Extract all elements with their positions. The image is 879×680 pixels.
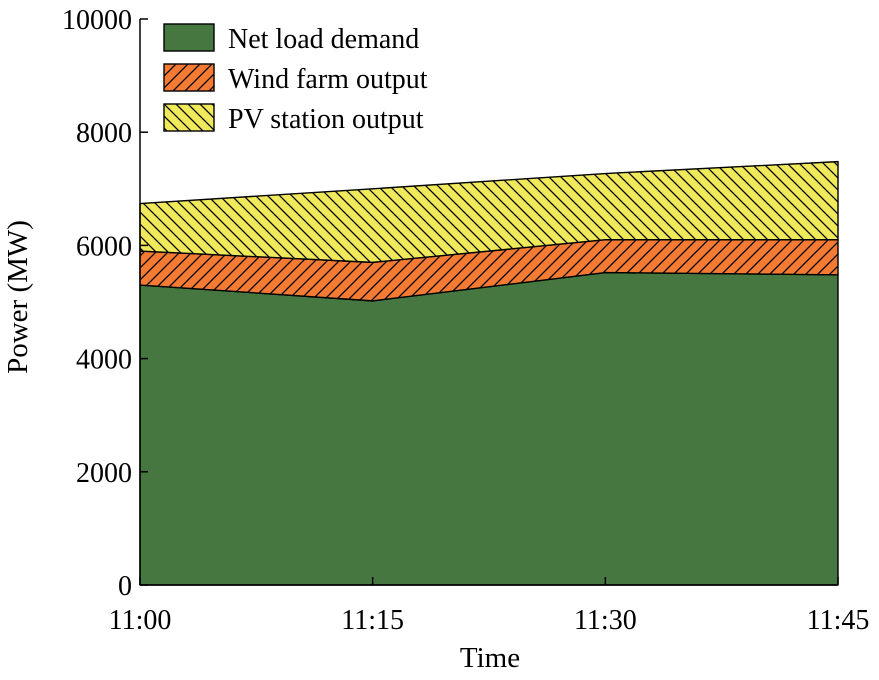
legend: Net load demand Wind farm output PV statio… xyxy=(163,23,428,135)
legend-label-wind-farm-output: Wind farm output xyxy=(228,64,428,95)
x-tick-label: 11:30 xyxy=(574,605,637,636)
y-tick-label: 6000 xyxy=(76,231,132,262)
legend-swatch-pv-station-output xyxy=(163,103,215,132)
x-tick-label: 11:00 xyxy=(109,605,172,636)
x-axis-title: Time xyxy=(460,642,520,674)
y-tick-label: 2000 xyxy=(76,458,132,489)
axes-group: 0 2000 4000 6000 8000 10000 11:00 11:15 11:30 11:… xyxy=(62,5,869,636)
y-tick-label: 10000 xyxy=(62,5,132,36)
legend-swatch-net-load-demand xyxy=(163,23,215,52)
area-net-load-demand xyxy=(139,271,839,586)
x-tick-label: 11:45 xyxy=(807,605,870,636)
legend-label-net-load-demand: Net load demand xyxy=(228,24,419,55)
area-pv-station-output xyxy=(139,160,839,264)
y-tick-label: 4000 xyxy=(76,345,132,376)
y-axis-title: Power (MW) xyxy=(2,220,34,374)
x-tick-label: 11:15 xyxy=(341,605,404,636)
legend-swatch-wind-farm-output xyxy=(163,63,215,92)
legend-label-pv-station-output: PV station output xyxy=(228,104,424,135)
area-series-group xyxy=(139,160,839,586)
y-tick-label: 0 xyxy=(118,571,132,602)
y-tick-label: 8000 xyxy=(76,118,132,149)
